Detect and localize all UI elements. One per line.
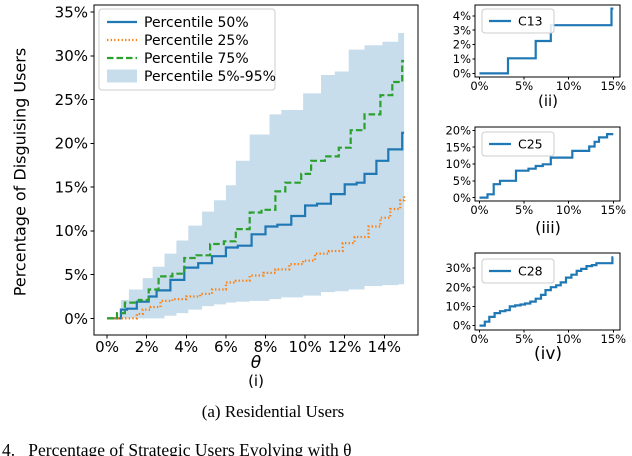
panel-label-iv: (iv) [533, 344, 563, 364]
main-y-tick-label: 0% [64, 310, 88, 328]
c13-x-tick-label: 10% [556, 79, 582, 93]
c25-x-tick-label: 0% [470, 203, 488, 217]
c13-x-tick-label: 5% [515, 79, 533, 93]
main-y-tick-label: 10% [55, 222, 88, 240]
main-series-percentile-75- [107, 59, 405, 320]
legend-label: Percentile 50% [144, 15, 249, 31]
c13-plot-frame [474, 4, 621, 78]
c28-x-tick-label: 5% [515, 332, 533, 346]
main-y-axis-label: Percentage of Disguising Users [10, 47, 30, 297]
c25-y-axis: 0% 5% 10% 15% 20% [445, 124, 475, 205]
legend-sample-band [107, 69, 137, 83]
c25-y-tick-label: 10% [445, 157, 471, 171]
c28-x-tick-label: 0% [470, 332, 488, 346]
c13-panel: 0% 5% 10% 15%0%1%2%3%4% C13 [453, 4, 626, 93]
c28-panel: 0% 5% 10% 15% 0% 10% 20% 30% C28 [445, 252, 626, 346]
main-y-axis: 0% 5% 10% 15% 20% 25% 30% 35% [55, 3, 94, 328]
main-x-axis: 0% 2% 4% 6% 8% 10% 12% 14% [95, 335, 401, 356]
main-x-tick-label: 12% [328, 338, 361, 356]
c25-y-tick-label: 5% [453, 174, 471, 188]
c25-series-c25 [479, 133, 614, 199]
main-series-percentile-25- [107, 194, 406, 320]
main-panel: 0% 2% 4% 6% 8% 10% 12% 14% 0% 5% 10% 15% 20% 25% 30% 35… [55, 3, 419, 356]
legend-label: Percentile 5%-95% [144, 69, 276, 85]
legend-label: Percentile 75% [144, 51, 249, 67]
c13-y-tick-label: 2% [453, 38, 471, 52]
c28-y-axis: 0% 10% 20% 30% [445, 261, 475, 333]
main-x-axis-label-theta: θ [250, 353, 262, 373]
cropped-figure-caption: 4. Percentage of Strategic Users Evolvin… [2, 440, 352, 456]
c25-y-tick-label: 20% [445, 124, 471, 138]
c13-x-tick-label: 0% [470, 79, 488, 93]
c25-x-axis: 0% 5% 10% 15% [470, 201, 626, 217]
c28-x-axis: 0% 5% 10% 15% [470, 330, 626, 346]
c25-y-tick-label: 0% [453, 191, 471, 205]
main-legend: Percentile 50% Percentile 25% Percentile 7… [98, 8, 276, 91]
c13-series-c13 [479, 7, 614, 75]
main-x-tick-label: 8% [254, 338, 278, 356]
main-y-tick-label: 20% [55, 135, 88, 153]
main-x-tick-label: 2% [135, 338, 159, 356]
c28-x-tick-label: 15% [601, 332, 627, 346]
c28-y-tick-label: 0% [453, 319, 471, 333]
c28-y-tick-label: 30% [445, 261, 471, 275]
c25-x-tick-label: 10% [556, 203, 582, 217]
main-x-tick-label: 14% [368, 338, 401, 356]
c13-y-tick-label: 0% [453, 67, 471, 81]
panel-label-ii: (ii) [537, 92, 559, 110]
c13-y-tick-label: 4% [453, 9, 471, 23]
legend-label: C28 [518, 264, 543, 279]
main-x-tick-label: 6% [214, 338, 238, 356]
c25-panel: 0% 5% 10% 15% 0% 5% 10% 15% 20% C25 [445, 124, 626, 217]
c25-legend: C25 [481, 131, 555, 157]
legend-label: C25 [518, 137, 543, 152]
c28-y-tick-label: 10% [445, 300, 471, 314]
c28-plot-frame [474, 252, 621, 331]
c28-x-tick-label: 10% [556, 332, 582, 346]
main-y-tick-label: 25% [55, 91, 88, 109]
subfigure-caption: (a) Residential Users [201, 402, 345, 421]
c13-y-tick-label: 1% [453, 52, 471, 66]
main-band-percentile-5-95 [107, 15, 405, 319]
main-series-percentile-50- [107, 131, 405, 320]
main-y-tick-label: 5% [64, 266, 88, 284]
c13-y-tick-label: 3% [453, 23, 471, 37]
c13-y-axis: 0%1%2%3%4% [453, 9, 475, 81]
main-plot-frame [93, 4, 419, 336]
legend-label: Percentile 25% [144, 33, 249, 49]
c25-y-tick-label: 15% [445, 140, 471, 154]
main-y-tick-label: 15% [55, 178, 88, 196]
c28-series-c28 [479, 256, 614, 327]
panel-label-iii: (iii) [535, 218, 561, 237]
main-y-tick-label: 35% [55, 3, 88, 21]
c25-x-tick-label: 5% [515, 203, 533, 217]
c13-x-tick-label: 15% [601, 79, 627, 93]
c28-legend: C28 [481, 258, 555, 284]
legend-label: C13 [518, 14, 543, 29]
c28-y-tick-label: 20% [445, 280, 471, 294]
main-x-tick-label: 4% [174, 338, 198, 356]
panel-label-i: (i) [248, 372, 264, 390]
c13-x-axis: 0% 5% 10% 15% [470, 77, 626, 93]
main-x-tick-label: 0% [95, 338, 119, 356]
main-x-tick-label: 10% [288, 338, 321, 356]
c13-legend: C13 [481, 8, 555, 34]
c25-x-tick-label: 15% [601, 203, 627, 217]
main-y-tick-label: 30% [55, 47, 88, 65]
